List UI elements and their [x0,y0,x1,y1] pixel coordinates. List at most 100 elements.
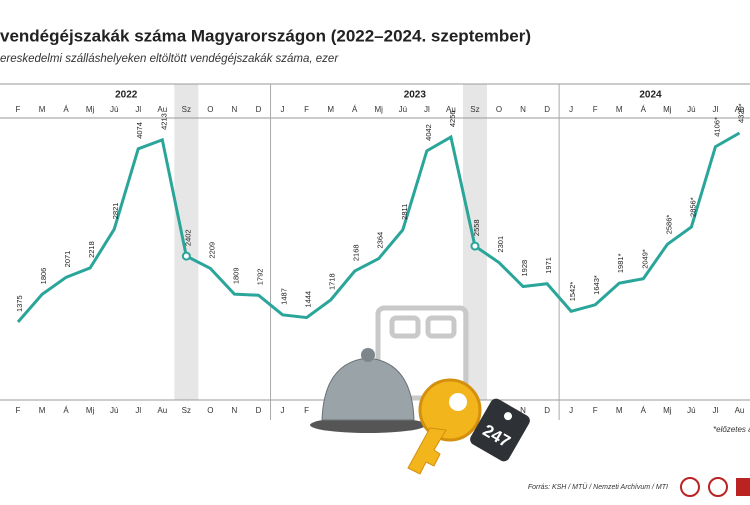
month-label: M [327,105,334,114]
value-label: 1792 [255,269,264,286]
month-label: M [616,406,623,415]
value-label: 2402 [183,229,192,246]
illustration: 247 [310,305,530,475]
month-label: O [207,406,213,415]
value-label: 4042 [424,124,433,141]
value-label: 1375 [15,295,24,312]
value-label: 2364 [376,232,385,249]
month-label: M [39,105,46,114]
value-label: 1444 [304,291,313,308]
month-label: Sz [182,406,191,415]
month-label: F [16,105,21,114]
point-marker [470,241,480,251]
month-label: N [232,105,238,114]
month-label: Jú [687,406,695,415]
month-label: Mj [86,105,95,114]
value-label: 4256 [448,110,457,127]
value-label: 2811 [400,204,409,220]
value-label: 1809 [231,267,240,284]
month-label: Jl [713,406,719,415]
month-label: O [496,105,502,114]
data-line [16,131,741,323]
month-label: D [256,105,262,114]
value-label: 2218 [87,241,96,258]
value-label: 2856* [688,197,697,217]
month-label: Jú [110,406,118,415]
month-label: F [304,406,309,415]
month-label: Mj [86,406,95,415]
month-label: N [520,105,526,114]
value-label: 4106* [712,117,721,137]
month-label: Mj [375,105,384,114]
month-label: D [544,105,550,114]
month-label: Á [352,105,358,114]
month-label: Jú [687,105,695,114]
value-label: 1718 [328,273,337,290]
month-label: Jl [135,406,141,415]
month-label: J [281,105,285,114]
value-label: 1806 [39,268,48,285]
month-label: Jl [135,105,141,114]
month-label: Au [735,406,745,415]
point-marker [181,251,191,261]
month-label: N [520,406,526,415]
value-label: 2821 [111,203,120,220]
month-label: Sz [182,105,191,114]
month-label: F [304,105,309,114]
chart-title: vendégéjszakák száma Magyarországon (202… [0,26,531,45]
value-label: 1928 [520,260,529,277]
month-label: D [544,406,550,415]
value-label: 2071 [63,251,72,268]
value-label: 1971 [544,257,553,274]
value-label: 1487 [280,288,289,305]
month-label: J [281,406,285,415]
month-label: Jú [399,105,407,114]
footnote: *előzetes a [713,425,750,434]
month-shade [174,84,199,400]
month-label: Á [641,406,647,415]
month-label: Sz [470,105,479,114]
month-label: Jl [713,105,719,114]
month-label: M [616,105,623,114]
value-label: 2049* [640,249,649,269]
month-label: Au [446,105,456,114]
month-label: F [593,406,598,415]
year-label: 2022 [115,90,138,101]
month-label: Mj [663,406,672,415]
month-label: Jú [110,105,118,114]
value-label: 1981* [616,253,625,273]
month-label: Au [157,105,167,114]
year-label: 2023 [404,90,427,101]
value-label: 2301 [496,236,505,253]
chart-subtitle: ereskedelmi szálláshelyeken eltöltött ve… [0,53,339,65]
value-label: 4320* [736,103,745,123]
month-label: Au [735,105,745,114]
value-label: 2168 [352,244,361,261]
month-label: J [569,406,573,415]
month-label: D [256,406,262,415]
month-label: Au [157,406,167,415]
value-label: 2209 [207,242,216,259]
month-label: N [232,406,238,415]
month-label: J [569,105,573,114]
value-label: 1643* [592,275,601,295]
value-label: 4074 [135,122,144,139]
year-label: 2024 [639,90,662,101]
logo [680,477,700,497]
value-label: 4213 [159,113,168,130]
month-label: O [207,105,213,114]
month-label: Á [641,105,647,114]
month-label: Á [63,406,69,415]
month-label: F [593,105,598,114]
value-label: 2558 [472,219,481,236]
logo [736,478,750,496]
value-label: 1542* [568,282,577,302]
month-label: Á [63,105,69,114]
logo [708,477,728,497]
month-label: F [16,406,21,415]
month-label: Jl [424,105,430,114]
value-label: 2586* [664,215,673,235]
month-label: Mj [663,105,672,114]
month-label: M [39,406,46,415]
